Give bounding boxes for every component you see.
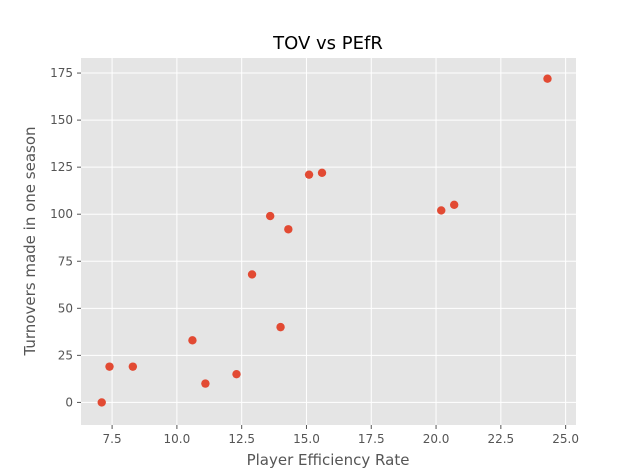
data-point [284, 225, 293, 234]
data-point [304, 170, 314, 179]
data-point [105, 362, 114, 371]
data-point [265, 211, 275, 221]
data-point [201, 379, 210, 388]
x-tick-label: 10.0 [164, 432, 191, 446]
x-axis-label: Player Efficiency Rate [247, 451, 410, 469]
data-point [232, 369, 241, 379]
y-tick-label: 25 [58, 348, 73, 362]
data-point [188, 336, 197, 345]
data-point [247, 270, 257, 279]
data-point [97, 398, 106, 407]
x-tick-label: 12.5 [228, 432, 255, 446]
chart-title: TOV vs PEfR [272, 33, 383, 54]
x-tick-label: 17.5 [358, 432, 385, 446]
data-point [128, 362, 138, 371]
y-axis-label: Turnovers made in one season [21, 126, 39, 356]
y-tick-label: 50 [58, 301, 73, 315]
y-tick-label: 125 [50, 160, 73, 174]
x-tick-label: 7.5 [103, 432, 122, 446]
data-points [97, 74, 552, 407]
data-point [437, 206, 446, 215]
y-tick-label: 150 [50, 113, 73, 127]
data-point [317, 168, 327, 178]
data-point [449, 200, 459, 209]
y-tick-label: 100 [50, 207, 73, 221]
x-tick-label: 22.5 [487, 432, 514, 446]
axis-ticks: 7.5 10.0 12.5 15.0 17.5 20.0 22.5 25.0 0 25 50 75 10… [50, 66, 579, 446]
x-tick-label: 20.0 [423, 432, 450, 446]
y-tick-label: 0 [65, 395, 73, 409]
data-point [276, 322, 285, 332]
x-tick-label: 25.0 [552, 432, 579, 446]
grid-lines [81, 58, 576, 425]
y-tick-label: 75 [58, 254, 73, 268]
y-tick-label: 175 [50, 66, 73, 80]
plot-area [81, 58, 576, 425]
data-point [543, 74, 552, 83]
x-tick-label: 15.0 [293, 432, 320, 446]
